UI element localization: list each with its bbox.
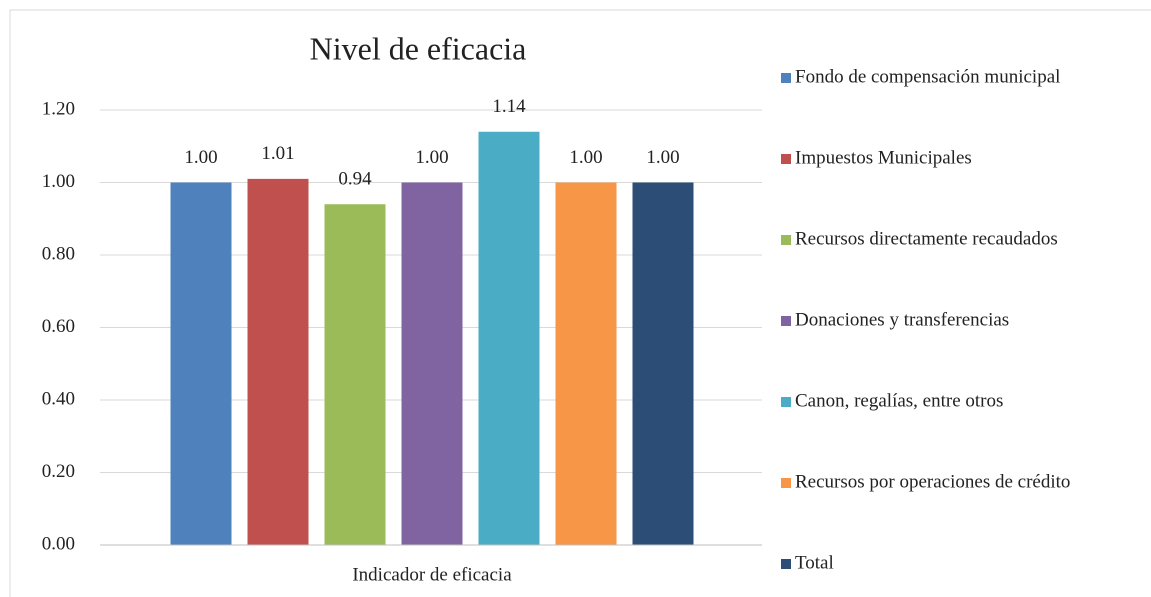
legend-label: Impuestos Municipales [795, 147, 972, 168]
value-label: 1.01 [261, 143, 294, 164]
value-label: 1.00 [415, 147, 448, 168]
legend-label: Recursos directamente recaudados [795, 228, 1058, 249]
bar [555, 182, 617, 545]
bar [170, 182, 232, 545]
bar [632, 182, 694, 545]
legend-swatch [781, 559, 791, 569]
legend-swatch [781, 73, 791, 83]
chart-title: Nivel de eficacia [310, 30, 527, 66]
value-label: 1.00 [184, 147, 217, 168]
value-label: 1.00 [646, 147, 679, 168]
bar [478, 131, 540, 545]
legend-swatch [781, 154, 791, 164]
legend-swatch [781, 316, 791, 326]
legend-label: Fondo de compensación municipal [795, 66, 1060, 87]
x-tick-label: Indicador de eficacia [352, 564, 512, 585]
bar [401, 182, 463, 545]
legend-swatch [781, 397, 791, 407]
value-label: 0.94 [338, 169, 372, 190]
legend-label: Canon, regalías, entre otros [795, 390, 1003, 411]
bar [324, 204, 386, 545]
y-tick-label: 1.20 [42, 98, 75, 119]
y-tick-label: 0.00 [42, 533, 75, 554]
y-tick-label: 0.60 [42, 316, 75, 337]
legend-swatch [781, 235, 791, 245]
legend-swatch [781, 478, 791, 488]
legend-label: Recursos por operaciones de crédito [795, 471, 1070, 492]
legend-label: Total [795, 552, 834, 573]
legend-label: Donaciones y transferencias [795, 309, 1009, 330]
y-tick-label: 1.00 [42, 171, 75, 192]
y-tick-label: 0.80 [42, 243, 75, 264]
bar [247, 178, 309, 545]
y-tick-label: 0.40 [42, 388, 75, 409]
y-tick-label: 0.20 [42, 461, 75, 482]
value-label: 1.14 [492, 96, 526, 117]
value-label: 1.00 [569, 147, 602, 168]
chart-border [9, 9, 1151, 597]
